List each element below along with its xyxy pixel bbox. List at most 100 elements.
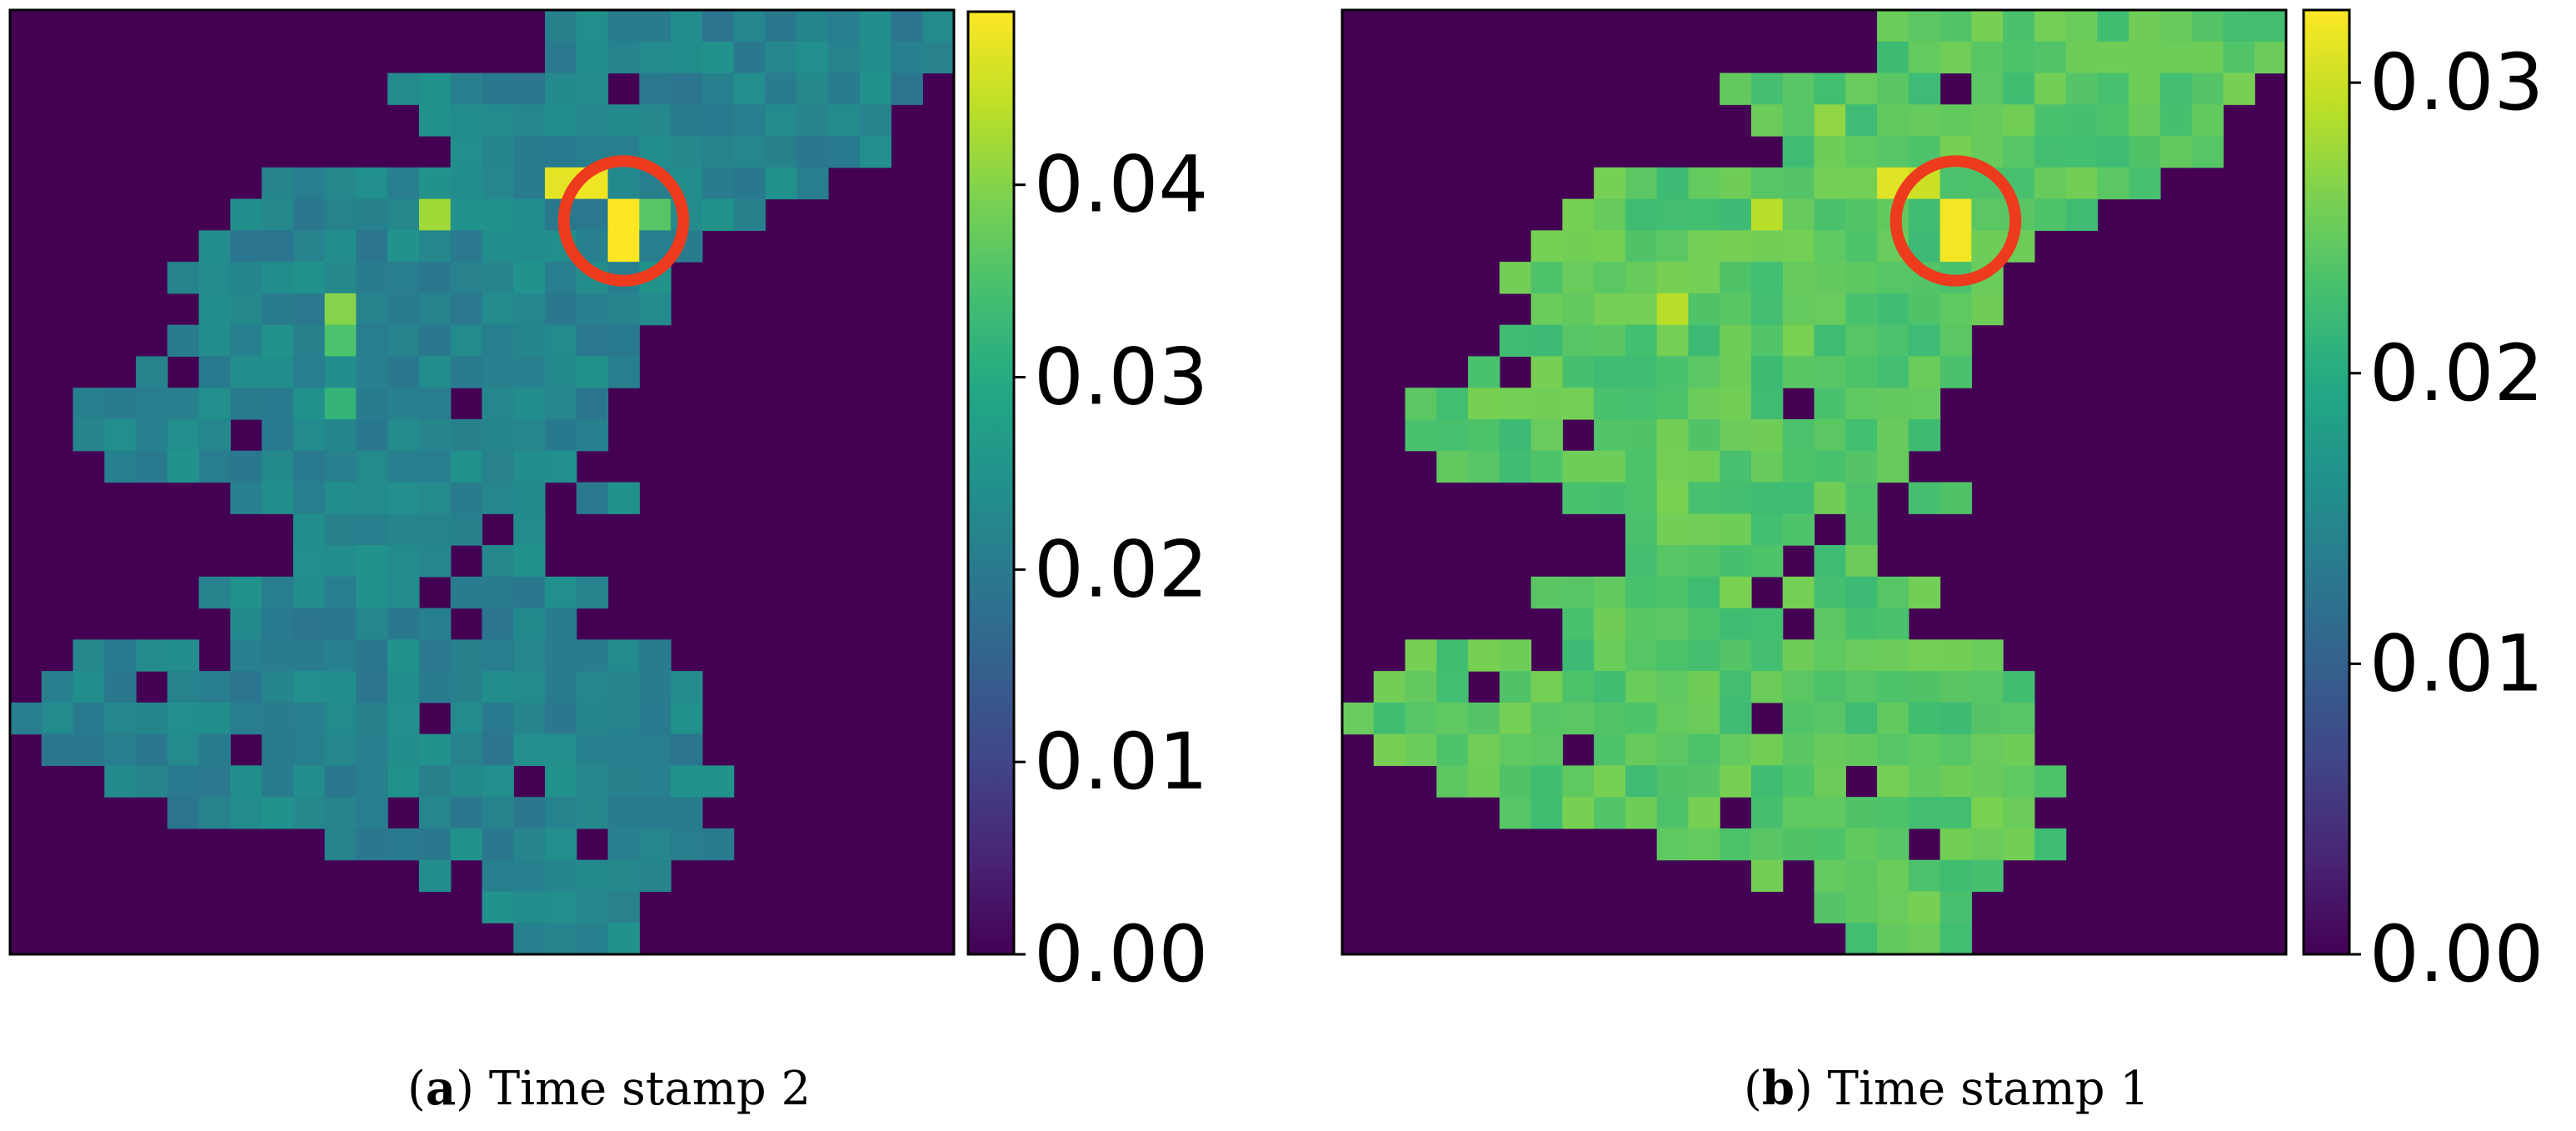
heatmap-cell	[1436, 765, 1469, 798]
heatmap-cell	[1814, 891, 1846, 923]
heatmap-cell	[230, 576, 262, 609]
heatmap-cell	[607, 198, 640, 231]
heatmap-cell	[1908, 576, 1941, 609]
heatmap-cell	[2191, 73, 2224, 105]
heatmap-cell	[1814, 608, 1846, 640]
heatmap-cell	[418, 671, 452, 703]
heatmap-cell	[859, 73, 892, 105]
heatmap-cell	[1814, 482, 1846, 514]
heatmap-cell	[356, 198, 388, 231]
heatmap-cell	[827, 136, 861, 168]
heatmap-cell	[136, 418, 168, 452]
heatmap-cell	[513, 891, 546, 923]
heatmap-cell	[513, 230, 546, 263]
heatmap-cell	[701, 765, 735, 798]
heatmap-cell	[418, 859, 452, 893]
heatmap-cell	[482, 167, 514, 200]
heatmap-cell	[2034, 136, 2067, 168]
heatmap-cell	[1750, 859, 1784, 893]
heatmap-cell	[1750, 513, 1784, 546]
heatmap-cell	[1971, 671, 2004, 703]
heatmap-cell	[136, 702, 168, 735]
heatmap-cell	[576, 891, 609, 923]
colorbar-tick-label: 0.04	[1034, 140, 1208, 231]
heatmap-cell	[356, 450, 388, 483]
heatmap-cell	[1499, 702, 1532, 735]
heatmap-cell	[1656, 167, 1690, 200]
colorbar-tick-label: 0.03	[1034, 333, 1208, 423]
heatmap-cell	[1656, 293, 1690, 326]
colorbar-a	[968, 12, 1014, 954]
heatmap-cell	[1720, 198, 1752, 231]
heatmap-cell	[2097, 167, 2129, 200]
heatmap-cell	[1625, 198, 1658, 231]
heatmap-cell	[545, 73, 577, 105]
heatmap-cell	[639, 73, 671, 105]
heatmap-cell	[639, 797, 671, 829]
heatmap-cell	[1594, 356, 1626, 388]
heatmap-cell	[1530, 324, 1563, 358]
heatmap-cell	[1688, 262, 1720, 294]
heatmap-cell	[1468, 450, 1500, 483]
heatmap-cell	[482, 73, 514, 105]
heatmap-cell	[1845, 104, 1878, 137]
heatmap-cell	[1656, 608, 1690, 640]
heatmap-cell	[1688, 733, 1720, 766]
heatmap-cell	[1656, 828, 1690, 861]
heatmap-cell	[1845, 891, 1878, 923]
heatmap-cell	[671, 136, 703, 168]
heatmap-cell	[827, 104, 861, 137]
heatmap-cell	[1594, 198, 1626, 231]
heatmap-cell	[482, 797, 514, 829]
heatmap-cell	[639, 859, 671, 893]
heatmap-cell	[356, 167, 388, 200]
heatmap-cell	[2034, 167, 2067, 200]
heatmap-cell	[356, 293, 388, 326]
heatmap-cell	[639, 702, 671, 735]
heatmap-cell	[292, 482, 326, 514]
heatmap-a	[10, 10, 955, 955]
heatmap-cell	[1845, 671, 1878, 703]
heatmap-cell	[356, 733, 388, 766]
heatmap-cell	[1782, 293, 1815, 326]
heatmap-cell	[292, 324, 326, 358]
heatmap-cell	[2254, 41, 2287, 74]
heatmap-cell	[545, 10, 577, 43]
heatmap-cell	[513, 859, 546, 893]
heatmap-cell	[1845, 418, 1878, 452]
heatmap-cell	[292, 198, 326, 231]
heatmap-cell	[262, 324, 294, 358]
heatmap-cell	[1625, 797, 1658, 829]
panel-a: 0.00 0.01 0.02 0.03 0.04	[8, 8, 1208, 1000]
heatmap-cell	[1877, 104, 1910, 137]
heatmap-cell	[2191, 136, 2224, 168]
heatmap-cell	[1845, 923, 1878, 955]
heatmap-cell	[198, 450, 231, 483]
heatmap-cell	[1782, 576, 1815, 609]
heatmap-cell	[701, 104, 735, 137]
heatmap-cell	[1939, 482, 1972, 514]
heatmap-cell	[1405, 639, 1437, 672]
heatmap-b-frame	[1340, 8, 2288, 956]
heatmap-cell	[2097, 73, 2129, 105]
heatmap-cell	[2097, 104, 2129, 137]
heatmap-cell	[1782, 450, 1815, 483]
heatmap-cell	[1688, 545, 1720, 578]
heatmap-cell	[733, 41, 766, 74]
heatmap-cell	[607, 324, 640, 358]
heatmap-cell	[733, 136, 766, 168]
heatmap-cell	[1656, 702, 1690, 735]
heatmap-cell	[1468, 702, 1500, 735]
heatmap-cell	[607, 733, 640, 766]
heatmap-cell	[671, 104, 703, 137]
heatmap-cell	[2097, 136, 2129, 168]
heatmap-cell	[356, 576, 388, 609]
heatmap-cell	[1908, 388, 1941, 420]
heatmap-cell	[2065, 73, 2098, 105]
heatmap-cell	[545, 671, 577, 703]
heatmap-cell	[450, 73, 483, 105]
heatmap-cell	[1845, 450, 1878, 483]
heatmap-cell	[230, 608, 262, 640]
heatmap-cell	[418, 356, 452, 388]
heatmap-cell	[1877, 608, 1910, 640]
